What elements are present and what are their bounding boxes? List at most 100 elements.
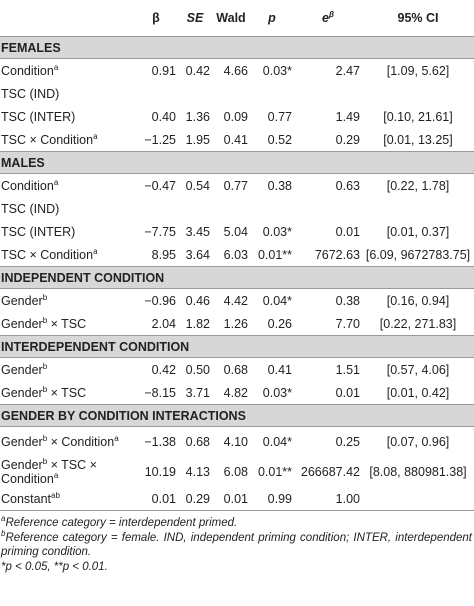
cell-eb (294, 197, 362, 220)
table-row: Genderb × TSC 2.04 1.82 1.26 0.26 7.70 [0.22, … (0, 312, 474, 336)
section-title: INDEPENDENT CONDITION (0, 266, 474, 289)
cell-p: 0.03* (262, 385, 292, 400)
row-label: Genderb × Conditiona (1, 433, 119, 449)
cell-eb: 0.38 (335, 293, 360, 308)
cell-beta: 0.42 (151, 362, 176, 377)
cell-wald: 4.82 (223, 385, 248, 400)
cell-wald: 0.01 (212, 487, 250, 511)
cell-p: 0.52 (267, 132, 292, 147)
cell-wald: 5.04 (223, 224, 248, 239)
cell-beta: −8.15 (144, 385, 176, 400)
section-title: FEMALES (0, 36, 474, 59)
cell-p: 0.04* (262, 435, 292, 449)
cell-eb: 1.00 (294, 487, 362, 511)
cell-ci: [0.22, 271.83] (379, 316, 457, 331)
cell-se: 3.64 (185, 247, 210, 262)
table-row: TSC (IND) (0, 197, 474, 220)
cell-ci: [0.07, 0.96] (386, 435, 450, 449)
cell-ci: [0.01, 13.25] (383, 132, 453, 147)
cell-ci: [1.09, 5.62] (386, 63, 450, 78)
cell-ci (362, 197, 474, 220)
cell-ci: [0.16, 0.94] (386, 293, 450, 308)
cell-wald: 0.68 (223, 362, 248, 377)
cell-wald: 6.03 (223, 247, 248, 262)
cell-eb: 7672.63 (314, 247, 360, 262)
cell-wald: 6.08 (223, 465, 248, 479)
cell-ci (362, 82, 474, 105)
cell-se: 1.36 (185, 109, 210, 124)
cell-se: 0.50 (185, 362, 210, 377)
cell-se (178, 197, 212, 220)
regression-table: β SE Wald p eβ 95% CI FEMALES Conditiona 0… (0, 0, 474, 511)
cell-beta: 8.95 (151, 247, 176, 262)
cell-wald: 4.66 (223, 63, 248, 78)
cell-ci: [0.01, 0.37] (386, 224, 450, 239)
header-se: SE (178, 0, 212, 37)
cell-p: 0.26 (267, 316, 292, 331)
section-header-row: FEMALES (0, 36, 474, 59)
cell-wald: 4.42 (223, 293, 248, 308)
cell-eb: 0.01 (335, 385, 360, 400)
table-row: Genderb −0.96 0.46 4.42 0.04* 0.38 [0.16, 0.94… (0, 289, 474, 313)
row-label: Conditiona (1, 62, 59, 78)
cell-eb: 0.25 (335, 435, 360, 449)
cell-wald: 0.41 (223, 132, 248, 147)
cell-se: 0.68 (185, 435, 210, 449)
cell-eb: 2.47 (335, 63, 360, 78)
cell-wald: 1.26 (223, 316, 248, 331)
cell-eb: 266687.42 (300, 465, 360, 479)
cell-eb: 1.49 (335, 109, 360, 124)
row-label: TSC (IND) (1, 86, 60, 101)
cell-eb: 1.51 (335, 362, 360, 377)
section-header-row: MALES (0, 151, 474, 174)
section-title: MALES (0, 151, 474, 174)
cell-ci (362, 487, 474, 511)
section-title: INTERDEPENDENT CONDITION (0, 335, 474, 358)
cell-beta: 0.01 (134, 487, 178, 511)
row-label: Conditiona (1, 177, 59, 193)
cell-p: 0.01** (257, 465, 292, 479)
table-row: Genderb × Conditiona −1.38 0.68 4.10 0.04* 0.… (0, 427, 474, 458)
table-row: Genderb × TSC × Conditiona 10.19 4.13 6.08 0… (0, 457, 474, 487)
header-beta: β (134, 0, 178, 37)
cell-beta (134, 197, 178, 220)
section-header-row: INDEPENDENT CONDITION (0, 266, 474, 289)
cell-beta: 0.91 (151, 63, 176, 78)
cell-eb: 0.29 (335, 132, 360, 147)
cell-beta: −1.25 (144, 132, 176, 147)
cell-p (250, 82, 294, 105)
cell-beta: 10.19 (144, 465, 176, 479)
cell-p: 0.77 (267, 109, 292, 124)
section-header-row: INTERDEPENDENT CONDITION (0, 335, 474, 358)
section-title: GENDER BY CONDITION INTERACTIONS (0, 404, 474, 427)
table-notes: aReference category = interdependent pri… (0, 511, 474, 574)
header-wald: Wald (212, 0, 250, 37)
cell-se: 0.46 (185, 293, 210, 308)
cell-wald: 0.77 (223, 178, 248, 193)
cell-wald: 4.10 (223, 435, 248, 449)
cell-beta: −0.47 (144, 178, 176, 193)
table-header-row: β SE Wald p eβ 95% CI (0, 0, 474, 37)
cell-se: 3.71 (185, 385, 210, 400)
cell-se: 0.29 (178, 487, 212, 511)
cell-se: 0.42 (185, 63, 210, 78)
header-exp-beta: eβ (294, 0, 362, 37)
row-label: Genderb × TSC (1, 315, 87, 331)
table-row: Constantab 0.01 0.29 0.01 0.99 1.00 (0, 487, 474, 511)
cell-wald (212, 82, 250, 105)
cell-beta: −7.75 (144, 224, 176, 239)
row-label: Genderb (1, 361, 48, 377)
cell-eb: 7.70 (335, 316, 360, 331)
cell-ci: [6.09, 9672783.75] (365, 247, 471, 262)
cell-p: 0.38 (267, 178, 292, 193)
cell-wald (212, 197, 250, 220)
row-label: TSC (IND) (1, 201, 60, 216)
table-row: Genderb × TSC −8.15 3.71 4.82 0.03* 0.01 [0.01… (0, 381, 474, 405)
table-row: TSC × Conditiona 8.95 3.64 6.03 0.01** 7672.6… (0, 243, 474, 267)
header-p: p (250, 0, 294, 37)
cell-se: 4.13 (185, 465, 210, 479)
row-label: Constantab (0, 487, 134, 511)
note-a: aReference category = interdependent pri… (1, 514, 238, 529)
note-b: bReference category = female. IND, indep… (1, 528, 472, 558)
cell-p (250, 197, 294, 220)
